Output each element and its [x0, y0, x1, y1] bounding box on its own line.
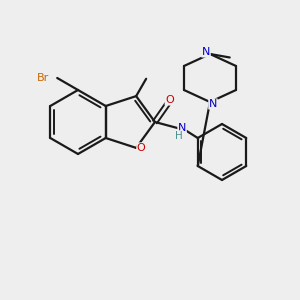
Text: H: H	[175, 131, 183, 141]
Text: N: N	[178, 123, 186, 133]
Text: Br: Br	[37, 73, 49, 83]
Text: O: O	[165, 95, 174, 105]
Text: N: N	[202, 47, 210, 57]
Text: O: O	[137, 143, 146, 153]
Text: N: N	[209, 99, 217, 109]
